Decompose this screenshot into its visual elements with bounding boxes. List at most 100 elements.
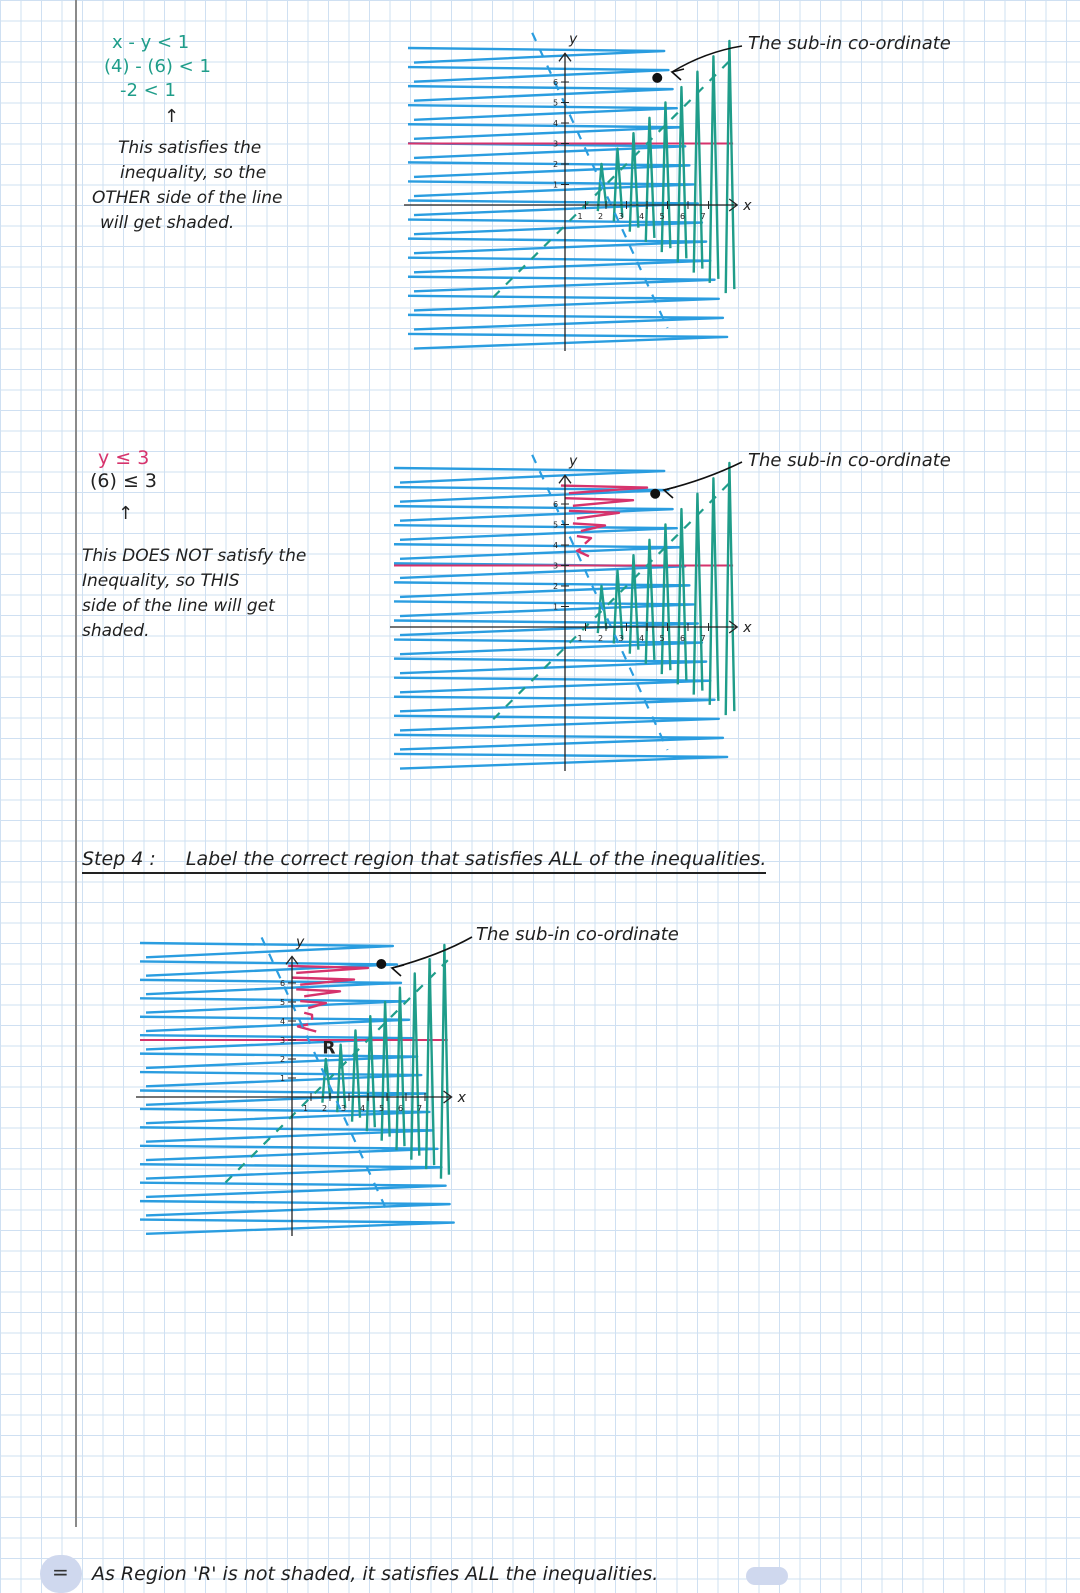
x-axis-arrow	[443, 1090, 453, 1104]
x-axis-arrow	[728, 620, 739, 634]
y-tick-label: 1	[553, 603, 558, 612]
note-2-line: side of the line will get	[82, 596, 275, 616]
teal-shading	[596, 39, 736, 294]
x-tick-label: 3	[619, 634, 624, 643]
x-tick-label: 4	[360, 1104, 365, 1113]
y-tick-label: 6	[280, 979, 285, 988]
equals-sign: =	[52, 1560, 69, 1584]
step-4-text: Label the correct region that satisfies …	[185, 848, 767, 870]
x-tick-label: 5	[660, 634, 665, 643]
callout-2: The sub-in co-ordinate	[748, 450, 951, 471]
blue-shading	[139, 941, 455, 1236]
y-tick-label: 3	[553, 562, 558, 571]
sub-in-point	[652, 72, 663, 83]
y-tick-label: 5	[280, 998, 285, 1007]
note-1: This satisfies the inequality, so the OT…	[92, 136, 283, 236]
x-tick-label: 2	[598, 212, 603, 221]
pink-shading	[288, 964, 370, 1033]
y-tick-label: 5	[553, 99, 558, 108]
teal-shading	[596, 461, 736, 716]
y-tick-label: 2	[553, 582, 558, 591]
line-x-minus-y-equals-1	[492, 56, 734, 299]
x-axis-label: x	[742, 198, 752, 214]
y-tick-label: 5	[553, 521, 558, 530]
x-axis-label: x	[457, 1090, 467, 1106]
note-1-line: inequality, so the	[120, 163, 267, 183]
step-4-heading: Step 4 : Label the correct region that s…	[82, 848, 767, 874]
y-tick-label: 2	[280, 1055, 285, 1064]
x-tick-label: 6	[398, 1104, 403, 1113]
note-1-line: will get shaded.	[100, 213, 235, 233]
callout-arrow	[391, 936, 473, 969]
blue-shading	[393, 466, 729, 770]
note-2-line: shaded.	[82, 621, 150, 641]
x-tick-label: 3	[619, 212, 624, 221]
pink-shading	[560, 484, 649, 558]
y-tick-label: 4	[553, 541, 558, 550]
y-axis-arrow	[285, 955, 299, 965]
up-arrow-2: ↑	[118, 503, 134, 524]
x-tick-label: 3	[341, 1104, 346, 1113]
dashed-blue-line	[531, 454, 669, 751]
eq2-line2: (6) ≤ 3	[90, 470, 158, 492]
y-axis-arrow	[558, 52, 572, 62]
line-x-minus-y-equals-1	[492, 478, 734, 721]
x-tick-label: 5	[379, 1104, 384, 1113]
x-tick-label: 1	[303, 1104, 308, 1113]
y-tick-label: 6	[553, 500, 558, 509]
x-tick-label: 7	[417, 1104, 422, 1113]
x-tick-label: 1	[578, 634, 583, 643]
x-tick-label: 6	[680, 634, 685, 643]
eq2-line1: y ≤ 3	[98, 447, 150, 469]
x-tick-label: 2	[598, 634, 603, 643]
x-tick-label: 4	[639, 634, 644, 643]
eq1-line1: x - y < 1	[112, 32, 190, 53]
y-tick-label: 1	[553, 181, 558, 190]
up-arrow-1: ↑	[164, 106, 180, 127]
y-tick-label: 2	[553, 160, 558, 169]
note-2: This DOES NOT satisfy the Inequality, so…	[82, 544, 306, 644]
dashed-blue-line	[531, 32, 669, 329]
note-1-line: OTHER side of the line	[92, 188, 283, 208]
note-2-line: This DOES NOT satisfy the	[82, 546, 307, 566]
y-axis-label: y	[568, 31, 578, 47]
graph-1: y x 1 2 3 4 5 6 1 2 3 4 5 6 7 y x 1 2 3 4 5 6 1 2 3 4 5 6 7 y x 1 2 3 4 5 6 1 2…	[136, 31, 752, 1236]
x-axis-arrow	[728, 198, 739, 212]
y-tick-label: 4	[280, 1017, 285, 1026]
x-tick-label: 1	[578, 212, 583, 221]
y-tick-label: 4	[553, 119, 558, 128]
callout-arrowhead	[662, 486, 677, 499]
note-1-line: This satisfies the	[118, 138, 262, 158]
x-tick-label: 5	[660, 212, 665, 221]
y-axis-label: y	[568, 453, 578, 469]
dashed-blue-line	[260, 936, 388, 1212]
highlight-mark-end	[746, 1567, 788, 1585]
callout-arrow	[671, 45, 743, 73]
x-tick-label: 2	[322, 1104, 327, 1113]
callout-3: The sub-in co-ordinate	[476, 924, 679, 945]
callout-arrowhead	[390, 964, 405, 977]
blue-shading	[407, 46, 729, 350]
callout-arrowhead	[670, 68, 685, 81]
x-tick-label: 7	[701, 212, 706, 221]
eq1-line3: -2 < 1	[120, 80, 176, 101]
note-2-line: Inequality, so THIS	[82, 571, 240, 591]
sub-in-point	[650, 488, 661, 499]
callout-1: The sub-in co-ordinate	[748, 33, 951, 54]
x-tick-label: 4	[639, 212, 644, 221]
y-tick-label: 3	[280, 1036, 285, 1045]
y-axis-arrow	[558, 474, 572, 484]
x-tick-label: 6	[680, 212, 685, 221]
teal-shading	[321, 943, 451, 1179]
margin-line	[75, 0, 77, 1527]
conclusion-text: As Region 'R' is not shaded, it satisfie…	[92, 1563, 659, 1585]
y-tick-label: 3	[553, 140, 558, 149]
step-4-label: Step 4 :	[82, 848, 156, 870]
eq1-line2: (4) - (6) < 1	[104, 56, 211, 77]
region-label: R	[322, 1038, 335, 1058]
x-tick-label: 7	[701, 634, 706, 643]
sub-in-point	[376, 959, 387, 969]
y-axis-label: y	[295, 934, 305, 950]
x-axis-label: x	[742, 620, 752, 636]
y-tick-label: 6	[553, 78, 558, 87]
